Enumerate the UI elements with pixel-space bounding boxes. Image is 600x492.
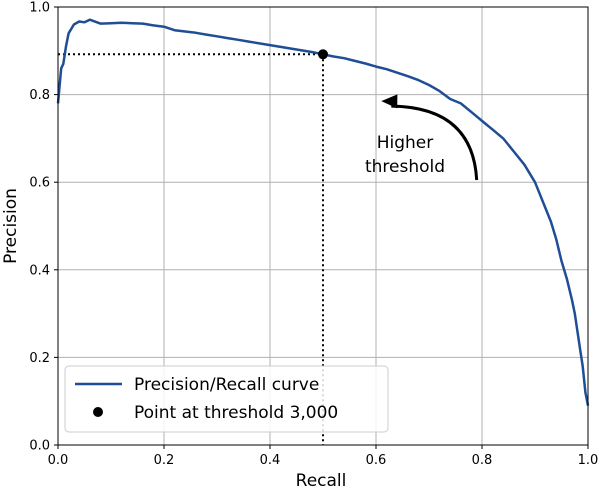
x-tick-label: 0.6 <box>366 453 387 468</box>
plot-frame <box>57 6 589 446</box>
legend-box <box>64 365 389 433</box>
annotation-line-1: Higher <box>377 133 434 153</box>
y-tick-label: 0.6 <box>29 176 50 191</box>
threshold-annotation: Higher threshold <box>365 94 479 181</box>
x-axis-ticks: 0.0 0.2 0.4 0.6 0.8 1.0 <box>48 445 599 468</box>
x-tick-label: 1.0 <box>578 453 599 468</box>
y-tick-label: 0.0 <box>29 439 50 454</box>
legend-label-curve: Precision/Recall curve <box>134 375 319 395</box>
x-tick-label: 0.8 <box>472 453 493 468</box>
series-line <box>56 18 590 406</box>
legend-label-point: Point at threshold 3,000 <box>134 403 338 423</box>
annotation-line-2: threshold <box>365 157 445 177</box>
x-tick-label: 0.4 <box>260 453 281 468</box>
annotation-arrowhead <box>381 94 398 109</box>
y-axis-label: Precision <box>1 188 21 264</box>
y-tick-label: 1.0 <box>29 1 50 16</box>
y-tick-label: 0.2 <box>29 351 50 366</box>
threshold-point <box>318 49 328 60</box>
y-tick-label: 0.4 <box>29 263 50 278</box>
x-tick-label: 0.2 <box>154 453 175 468</box>
y-axis-ticks: 0.0 0.2 0.4 0.6 0.8 1.0 <box>29 1 58 454</box>
y-tick-label: 0.8 <box>29 88 50 103</box>
x-axis-label: Recall <box>296 471 347 491</box>
x-tick-label: 0.0 <box>48 453 69 468</box>
series-layer <box>56 18 590 406</box>
legend: Precision/Recall curve Point at threshol… <box>64 365 389 433</box>
annotation-arrow <box>391 104 479 181</box>
legend-marker-swatch <box>93 407 103 417</box>
highlight-points <box>318 49 328 60</box>
